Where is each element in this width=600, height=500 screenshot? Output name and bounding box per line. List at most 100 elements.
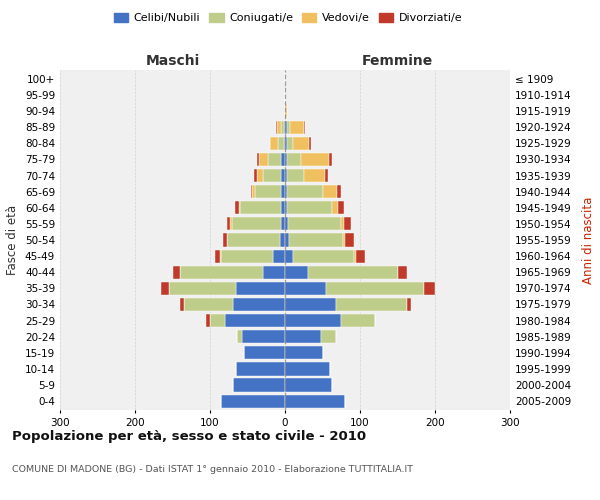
Y-axis label: Anni di nascita: Anni di nascita: [582, 196, 595, 284]
Bar: [268, 153, 281, 166]
Bar: [284, 120, 285, 134]
Bar: [281, 169, 285, 182]
Bar: [285, 104, 287, 118]
Bar: [345, 234, 354, 246]
Bar: [285, 120, 287, 134]
Y-axis label: Fasce di età: Fasce di età: [7, 205, 19, 275]
Bar: [161, 282, 169, 295]
Bar: [308, 266, 398, 279]
Bar: [285, 234, 289, 246]
Bar: [257, 153, 259, 166]
Bar: [180, 298, 184, 311]
Bar: [323, 185, 337, 198]
Bar: [251, 185, 252, 198]
Bar: [277, 120, 281, 134]
Bar: [255, 185, 281, 198]
Bar: [239, 201, 240, 214]
Bar: [343, 234, 345, 246]
Bar: [206, 314, 210, 327]
Bar: [180, 266, 263, 279]
Bar: [355, 250, 365, 262]
Bar: [281, 153, 285, 166]
Bar: [301, 153, 329, 166]
Bar: [285, 378, 332, 392]
Bar: [236, 362, 285, 376]
Bar: [281, 201, 285, 214]
Bar: [285, 346, 323, 360]
Bar: [230, 218, 232, 230]
Bar: [233, 378, 285, 392]
Bar: [263, 266, 285, 279]
Bar: [277, 136, 284, 150]
Text: Femmine: Femmine: [362, 54, 433, 68]
Bar: [289, 234, 343, 246]
Bar: [285, 169, 287, 182]
Bar: [285, 362, 330, 376]
Bar: [259, 153, 268, 166]
Bar: [227, 218, 230, 230]
Bar: [309, 136, 311, 150]
Bar: [285, 136, 287, 150]
Bar: [287, 185, 323, 198]
Bar: [287, 120, 290, 134]
Bar: [304, 169, 325, 182]
Bar: [285, 298, 336, 311]
Bar: [285, 153, 287, 166]
Bar: [287, 153, 301, 166]
Bar: [254, 169, 257, 182]
Bar: [288, 218, 341, 230]
Bar: [287, 201, 332, 214]
Bar: [398, 266, 407, 279]
Bar: [285, 330, 321, 344]
Bar: [304, 120, 305, 134]
Bar: [221, 250, 273, 262]
Bar: [337, 185, 341, 198]
Bar: [210, 314, 225, 327]
Bar: [184, 298, 233, 311]
Bar: [244, 346, 285, 360]
Bar: [326, 282, 424, 295]
Bar: [252, 185, 255, 198]
Text: Maschi: Maschi: [145, 54, 200, 68]
Text: Popolazione per età, sesso e stato civile - 2010: Popolazione per età, sesso e stato civil…: [12, 430, 366, 443]
Bar: [236, 282, 285, 295]
Bar: [325, 169, 328, 182]
Bar: [276, 120, 277, 134]
Bar: [257, 169, 263, 182]
Bar: [235, 201, 239, 214]
Bar: [237, 330, 242, 344]
Bar: [329, 153, 332, 166]
Text: COMUNE DI MADONE (BG) - Dati ISTAT 1° gennaio 2010 - Elaborazione TUTTITALIA.IT: COMUNE DI MADONE (BG) - Dati ISTAT 1° ge…: [12, 465, 413, 474]
Bar: [285, 185, 287, 198]
Bar: [341, 314, 375, 327]
Bar: [287, 136, 293, 150]
Bar: [332, 201, 338, 214]
Legend: Celibi/Nubili, Coniugati/e, Vedovi/e, Divorziati/e: Celibi/Nubili, Coniugati/e, Vedovi/e, Di…: [109, 8, 467, 28]
Bar: [242, 330, 285, 344]
Bar: [287, 169, 304, 182]
Bar: [215, 250, 220, 262]
Bar: [336, 298, 407, 311]
Bar: [232, 218, 281, 230]
Bar: [293, 250, 354, 262]
Bar: [293, 136, 309, 150]
Bar: [273, 250, 285, 262]
Bar: [263, 169, 281, 182]
Bar: [280, 234, 285, 246]
Bar: [281, 185, 285, 198]
Bar: [223, 234, 227, 246]
Bar: [233, 298, 285, 311]
Bar: [284, 136, 285, 150]
Bar: [341, 218, 343, 230]
Bar: [343, 218, 351, 230]
Bar: [290, 120, 304, 134]
Bar: [281, 218, 285, 230]
Bar: [338, 201, 344, 214]
Bar: [285, 394, 345, 407]
Bar: [285, 201, 287, 214]
Bar: [285, 218, 288, 230]
Bar: [221, 394, 285, 407]
Bar: [424, 282, 435, 295]
Bar: [285, 314, 341, 327]
Bar: [173, 266, 180, 279]
